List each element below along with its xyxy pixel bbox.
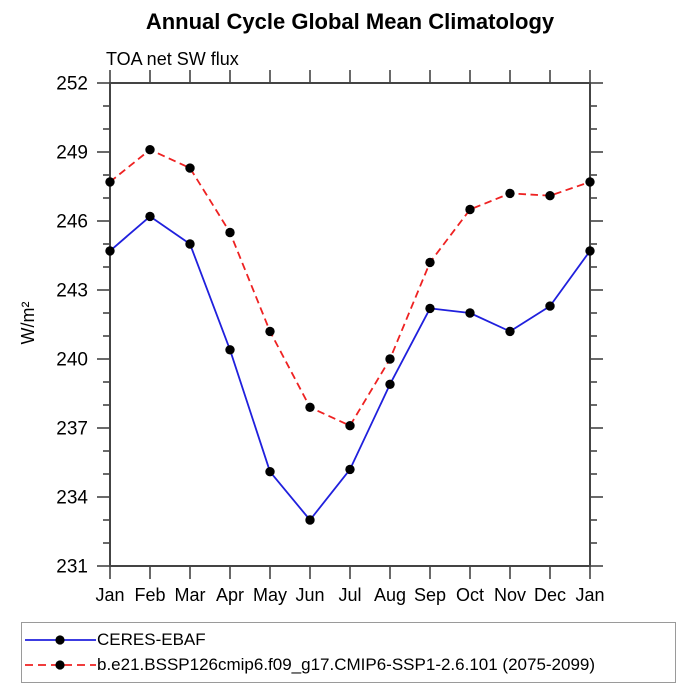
svg-text:Jan: Jan	[95, 585, 124, 605]
svg-text:Oct: Oct	[456, 585, 484, 605]
svg-text:246: 246	[56, 212, 88, 233]
x-axis-ticks: Jan Feb Mar Apr May Jun Jul Aug Sep Oct Nov Dec Jan	[95, 70, 605, 605]
series-ceres-ebaf	[105, 211, 595, 525]
series-b-e21-bssp126cmip6-f09-g17-cmi	[105, 145, 595, 431]
legend-label-model: b.e21.BSSP126cmip6.f09_g17.CMIP6-SSP1-2.…	[97, 655, 596, 675]
svg-text:237: 237	[56, 419, 88, 440]
svg-text:Jan: Jan	[575, 585, 604, 605]
legend-item-ceres-ebaf: CERES-EBAF	[23, 630, 671, 650]
svg-text:May: May	[253, 585, 287, 605]
svg-text:Mar: Mar	[175, 585, 206, 605]
legend: CERES-EBAF b.e21.BSSP126cmip6.f09_g17.CM…	[21, 622, 676, 683]
svg-text:240: 240	[56, 350, 88, 371]
plot-frame	[109, 82, 591, 567]
svg-text:Feb: Feb	[134, 585, 165, 605]
svg-text:Jun: Jun	[295, 585, 324, 605]
svg-text:Sep: Sep	[414, 585, 446, 605]
legend-item-model: b.e21.BSSP126cmip6.f09_g17.CMIP6-SSP1-2.…	[23, 655, 671, 675]
svg-text:Nov: Nov	[494, 585, 526, 605]
chart-subtitle: TOA net SW flux	[106, 49, 239, 69]
legend-dashed-line-icon	[25, 660, 96, 670]
svg-text:231: 231	[56, 557, 88, 578]
svg-text:249: 249	[56, 143, 88, 164]
svg-text:Apr: Apr	[216, 585, 244, 605]
legend-solid-line-icon	[25, 635, 96, 645]
svg-text:Jul: Jul	[338, 585, 361, 605]
chart-title: Annual Cycle Global Mean Climatology	[145, 9, 555, 34]
svg-text:243: 243	[56, 281, 88, 302]
legend-label-ceres-ebaf: CERES-EBAF	[97, 629, 206, 649]
y-axis-ticks: 231 234 237 240 243 246 249 252	[56, 74, 603, 578]
svg-text:234: 234	[56, 488, 88, 509]
svg-text:Aug: Aug	[374, 585, 406, 605]
svg-text:252: 252	[56, 74, 88, 95]
svg-text:Dec: Dec	[534, 585, 566, 605]
